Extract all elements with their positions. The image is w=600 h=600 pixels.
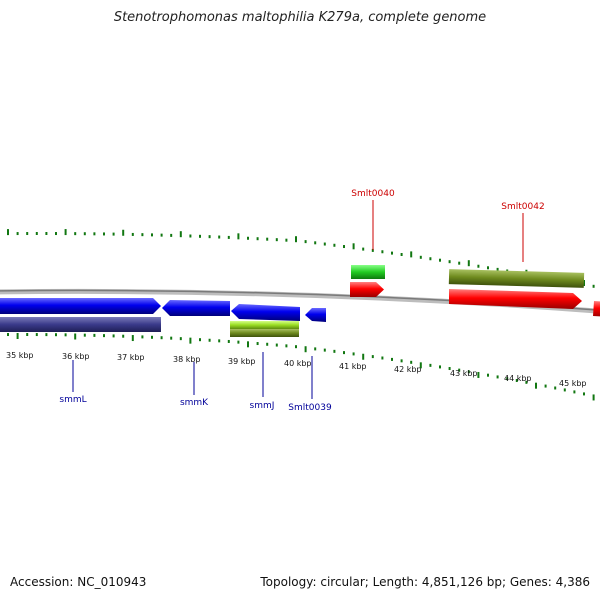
map-title: Stenotrophomonas maltophilia K279a, comp… bbox=[113, 10, 487, 25]
scale-label: 40 kbp bbox=[284, 359, 312, 368]
scale-label: 39 kbp bbox=[228, 357, 256, 366]
scale-label: 43 kbp bbox=[450, 369, 478, 378]
gene-label[interactable]: smmK bbox=[180, 398, 209, 408]
scale-label: 35 kbp bbox=[6, 351, 34, 360]
gene-forward-edge[interactable] bbox=[593, 301, 600, 317]
gene-smmk[interactable] bbox=[162, 300, 230, 316]
gene-smlt0040[interactable] bbox=[350, 282, 384, 297]
gene-smml[interactable] bbox=[0, 298, 161, 314]
feature-smml-region[interactable] bbox=[0, 317, 161, 332]
scale-label: 44 kbp bbox=[504, 374, 532, 383]
scale-label: 36 kbp bbox=[62, 352, 90, 361]
gene-label[interactable]: Smlt0039 bbox=[288, 403, 332, 413]
gene-label[interactable]: smmJ bbox=[250, 401, 275, 411]
scale-label: 37 kbp bbox=[117, 353, 145, 362]
gene-labels: Smlt0040 Smlt0042 smmL smmK smmJ Smlt0039 bbox=[59, 189, 544, 413]
accession-label: Accession: NC_010943 bbox=[10, 575, 147, 589]
gene-label[interactable]: smmL bbox=[59, 395, 86, 405]
gene-label[interactable]: Smlt0040 bbox=[351, 189, 395, 199]
gene-smlt0042[interactable] bbox=[449, 289, 582, 309]
scale-label: 45 kbp bbox=[559, 379, 587, 388]
topology-label: Topology: circular; Length: 4,851,126 bp… bbox=[260, 575, 590, 589]
feature-smmj-cds-lime[interactable] bbox=[230, 321, 299, 329]
feature-smlt0042-cds[interactable] bbox=[448, 269, 585, 288]
scale-label: 41 kbp bbox=[339, 362, 367, 371]
scale-label: 38 kbp bbox=[173, 355, 201, 364]
gene-smlt0039[interactable] bbox=[305, 308, 326, 322]
reverse-tick-ring bbox=[7, 333, 595, 401]
scale-labels: 35 kbp 36 kbp 37 kbp 38 kbp 39 kbp 40 kbp 41 k… bbox=[6, 351, 587, 388]
gene-smmj[interactable] bbox=[231, 304, 300, 321]
feature-smlt0040-cds[interactable] bbox=[351, 265, 385, 279]
gene-label[interactable]: Smlt0042 bbox=[501, 202, 544, 212]
scale-label: 42 kbp bbox=[394, 365, 422, 374]
feature-smmj-cds-olive[interactable] bbox=[230, 329, 299, 337]
